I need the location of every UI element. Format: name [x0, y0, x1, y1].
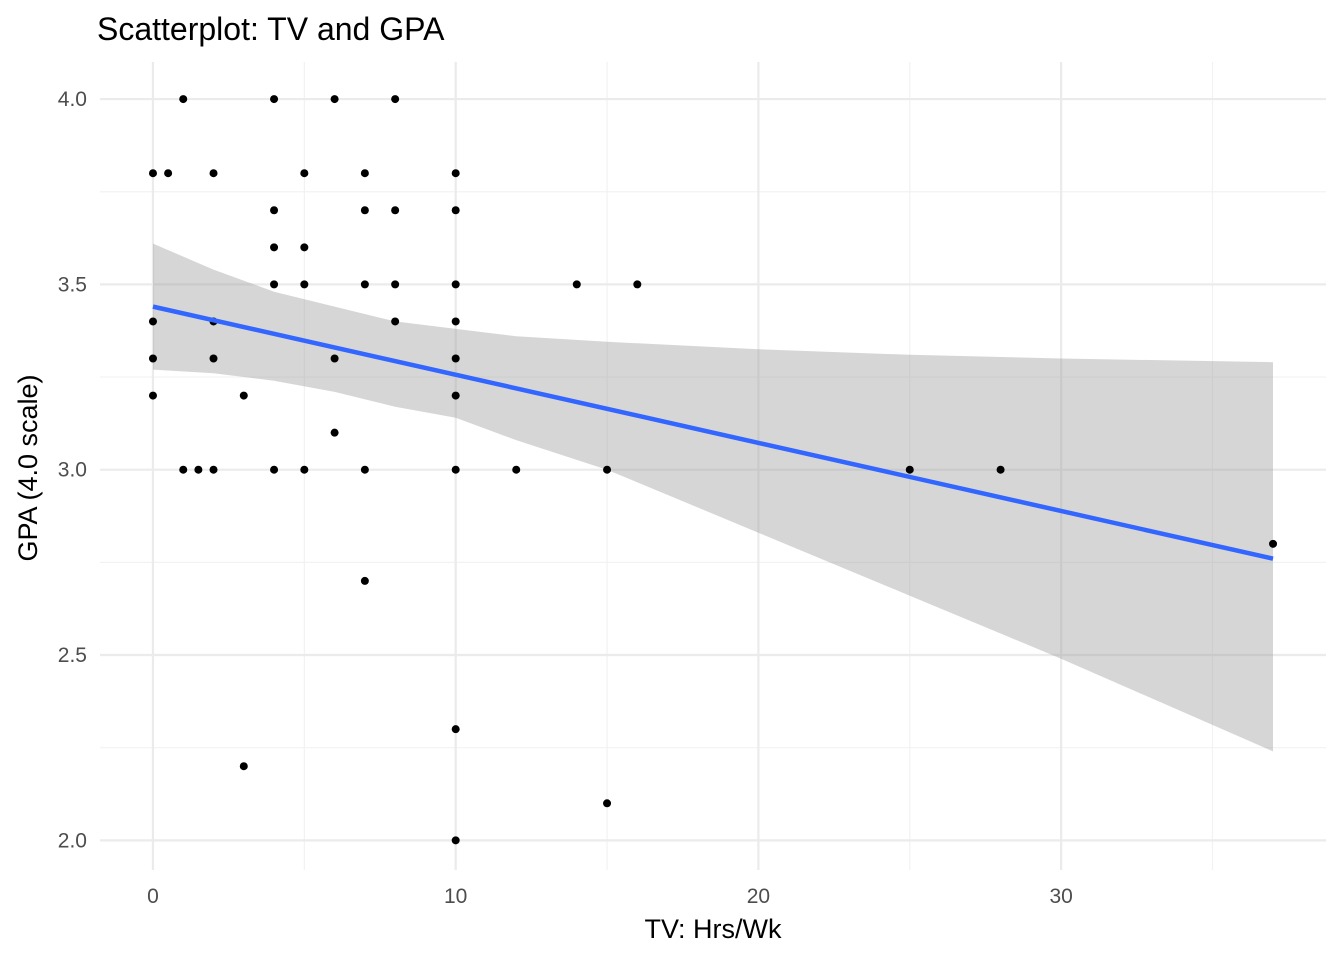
data-point — [391, 280, 400, 289]
data-point — [300, 280, 309, 289]
data-point — [451, 206, 460, 215]
y-axis-label: GPA (4.0 scale) — [13, 374, 43, 561]
data-point — [451, 354, 460, 363]
data-point — [360, 169, 369, 178]
data-point — [1269, 539, 1278, 548]
data-point — [512, 465, 521, 474]
data-point — [451, 280, 460, 289]
x-tick-label: 30 — [1049, 885, 1072, 908]
data-points — [148, 95, 1278, 845]
data-point — [148, 354, 157, 363]
data-point — [572, 280, 581, 289]
data-point — [270, 465, 279, 474]
x-axis-label: TV: Hrs/Wk — [645, 914, 782, 944]
data-point — [451, 391, 460, 400]
data-point — [633, 280, 642, 289]
confidence-band-area — [153, 243, 1273, 752]
data-point — [209, 354, 218, 363]
data-point — [360, 465, 369, 474]
data-point — [270, 280, 279, 289]
data-point — [270, 243, 279, 252]
data-point — [164, 169, 173, 178]
data-point — [270, 95, 279, 104]
data-point — [603, 799, 612, 808]
data-point — [330, 354, 339, 363]
data-point — [360, 576, 369, 585]
data-point — [905, 465, 914, 474]
data-point — [451, 465, 460, 474]
data-point — [270, 206, 279, 215]
data-point — [300, 465, 309, 474]
data-point — [194, 465, 203, 474]
data-point — [391, 206, 400, 215]
data-point — [148, 317, 157, 326]
data-point — [300, 243, 309, 252]
confidence-band — [153, 243, 1273, 752]
data-point — [300, 169, 309, 178]
data-point — [451, 169, 460, 178]
data-point — [239, 762, 248, 771]
data-point — [148, 169, 157, 178]
x-tick-label: 0 — [147, 885, 159, 908]
data-point — [451, 836, 460, 845]
data-point — [360, 206, 369, 215]
data-point — [179, 95, 188, 104]
grid-lines — [100, 62, 1326, 870]
data-point — [603, 465, 612, 474]
regression-line — [152, 304, 1274, 561]
y-tick-label: 2.5 — [58, 644, 87, 667]
data-point — [391, 95, 400, 104]
data-point — [451, 317, 460, 326]
data-point — [391, 317, 400, 326]
data-point — [996, 465, 1005, 474]
chart-title: Scatterplot: TV and GPA — [97, 11, 445, 47]
x-tick-label: 10 — [444, 885, 467, 908]
y-tick-label: 3.5 — [58, 273, 87, 296]
regression-fit-line — [152, 304, 1274, 561]
x-tick-label: 20 — [747, 885, 770, 908]
data-point — [239, 391, 248, 400]
data-point — [360, 280, 369, 289]
data-point — [451, 725, 460, 734]
y-tick-label: 3.0 — [58, 459, 87, 482]
data-point — [209, 465, 218, 474]
data-point — [148, 391, 157, 400]
y-tick-label: 4.0 — [58, 88, 87, 111]
tick-labels: 0 10 20 30 2.0 2.5 3.0 3.5 4.0 — [58, 88, 1073, 908]
data-point — [330, 428, 339, 437]
data-point — [179, 465, 188, 474]
data-point — [209, 169, 218, 178]
data-point — [330, 95, 339, 104]
y-tick-label: 2.0 — [58, 829, 87, 852]
